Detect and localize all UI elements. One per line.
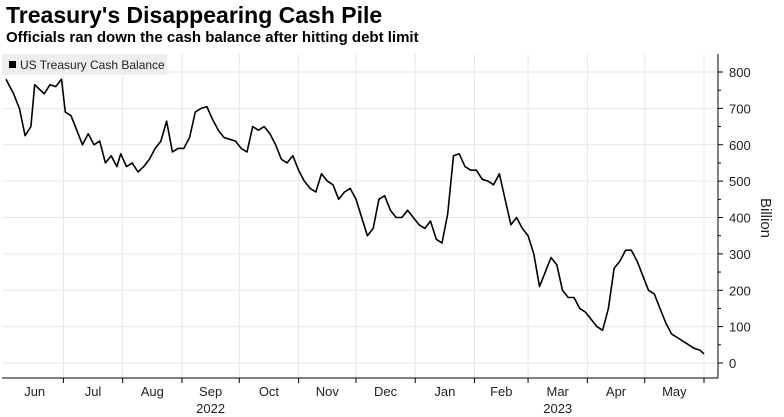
x-axis: Jun Jul Aug Sep Oct Nov Dec Jan Feb Mar Apr May 2022… xyxy=(2,377,718,416)
x-tick-label: Apr xyxy=(606,384,627,399)
legend-swatch xyxy=(9,61,16,68)
y-tick-label: 200 xyxy=(729,283,751,298)
x-year-label: 2022 xyxy=(196,401,225,416)
legend: US Treasury Cash Balance xyxy=(2,54,167,75)
y-tick-label: 600 xyxy=(729,138,751,153)
x-year-label: 2023 xyxy=(543,401,572,416)
y-tick-label: 100 xyxy=(729,320,751,335)
x-tick-label: Nov xyxy=(316,384,340,399)
y-tick-label: 400 xyxy=(729,211,751,226)
legend-label: US Treasury Cash Balance xyxy=(20,58,165,72)
y-axis-label: Billion xyxy=(757,198,774,238)
y-tick-label: 500 xyxy=(729,174,751,189)
y-tick-label: 0 xyxy=(729,356,736,371)
x-tick-label: Sep xyxy=(199,384,222,399)
x-tick-label: Aug xyxy=(141,384,164,399)
x-tick-label: Jun xyxy=(24,384,45,399)
series-lines xyxy=(5,78,705,355)
grid-lines xyxy=(2,54,718,378)
x-tick-label: Dec xyxy=(374,384,398,399)
y-tick-label: 800 xyxy=(729,65,751,80)
series-line-us-treasury-cash-balance xyxy=(5,78,705,355)
x-tick-label: May xyxy=(662,384,687,399)
y-axis: 0 100 200 300 400 500 600 700 800 xyxy=(717,54,751,378)
x-tick-label: Mar xyxy=(547,384,570,399)
chart-subtitle: Officials ran down the cash balance afte… xyxy=(6,29,419,46)
chart-title: Treasury's Disappearing Cash Pile xyxy=(6,2,383,28)
y-tick-label: 700 xyxy=(729,101,751,116)
x-tick-label: Jul xyxy=(85,384,102,399)
y-tick-label: 300 xyxy=(729,247,751,262)
legend-background xyxy=(2,54,167,75)
x-tick-label: Oct xyxy=(259,384,280,399)
x-tick-label: Feb xyxy=(490,384,512,399)
x-tick-label: Jan xyxy=(434,384,455,399)
